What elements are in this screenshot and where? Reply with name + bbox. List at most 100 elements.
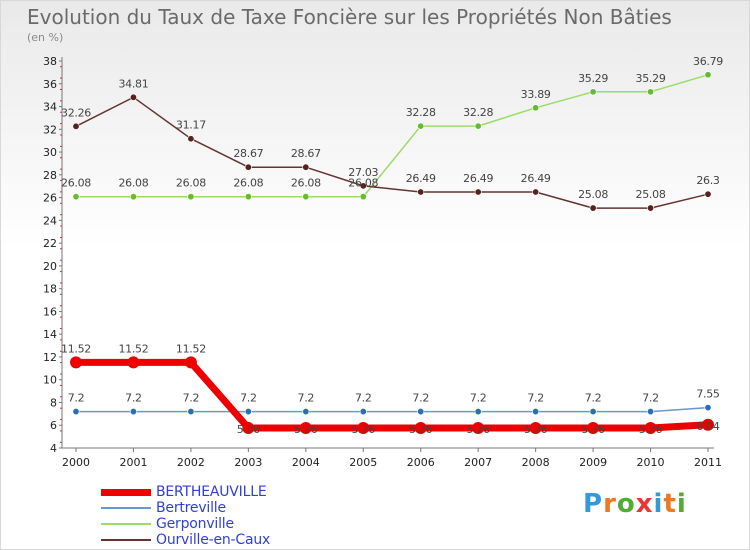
data-label-gerponville: 32.28: [463, 106, 493, 119]
data-label-ourville-en-caux: 34.81: [118, 77, 148, 90]
data-label-gerponville: 26.08: [176, 177, 206, 190]
y-tick-label: 4: [50, 442, 57, 455]
x-tick-label: 2006: [407, 456, 435, 469]
data-point-gerponville: [474, 122, 482, 130]
logo-letter: i: [653, 489, 664, 519]
logo-letter: r: [603, 489, 617, 519]
data-label-bertreville: 7.2: [585, 392, 602, 405]
data-label-bertreville: 7.2: [183, 392, 200, 405]
data-label-bertheauville: 11.52: [176, 342, 206, 355]
data-point-bertheauville: [357, 421, 370, 434]
data-point-bertheauville: [587, 421, 600, 434]
legend-swatch-bertreville: [101, 507, 151, 509]
data-point-ourville-en-caux: [244, 163, 252, 171]
y-tick-label: 18: [43, 283, 57, 296]
data-point-ourville-en-caux: [417, 188, 425, 196]
data-label-bertheauville: 5.76: [467, 423, 491, 436]
y-tick-label: 24: [43, 214, 57, 227]
data-label-bertreville: 7.2: [355, 392, 372, 405]
data-point-gerponville: [187, 193, 195, 201]
data-label-ourville-en-caux: 26.3: [696, 174, 720, 187]
logo-letter: i: [676, 489, 687, 519]
data-point-bertheauville: [472, 421, 485, 434]
data-label-bertreville: 7.2: [527, 392, 544, 405]
data-point-bertheauville: [414, 421, 427, 434]
legend-label-gerponville: Gerponville: [156, 516, 234, 532]
data-label-bertheauville: 5.76: [237, 423, 261, 436]
y-tick-label: 10: [43, 374, 57, 387]
data-label-bertheauville: 5.76: [639, 423, 663, 436]
data-label-gerponville: 32.28: [406, 106, 436, 119]
y-tick-label: 14: [43, 328, 57, 341]
data-point-bertreville: [244, 408, 252, 416]
data-point-ourville-en-caux: [474, 188, 482, 196]
data-point-bertreville: [474, 408, 482, 416]
data-label-ourville-en-caux: 25.08: [578, 188, 608, 201]
data-point-bertheauville: [529, 421, 542, 434]
data-point-bertreville: [589, 408, 597, 416]
data-point-bertheauville: [242, 421, 255, 434]
data-point-bertheauville: [184, 356, 197, 369]
data-point-bertheauville: [127, 356, 140, 369]
data-label-bertreville: 7.2: [240, 392, 257, 405]
data-point-gerponville: [72, 193, 80, 201]
data-label-bertheauville: 5.76: [409, 423, 433, 436]
y-tick-label: 20: [43, 260, 57, 273]
data-point-gerponville: [129, 193, 137, 201]
data-label-ourville-en-caux: 28.67: [291, 147, 321, 160]
y-tick-label: 6: [50, 419, 57, 432]
y-tick-label: 32: [43, 123, 57, 136]
y-tick-label: 26: [43, 192, 57, 205]
data-point-bertreville: [359, 408, 367, 416]
y-tick-label: 38: [43, 55, 57, 68]
x-tick-label: 2004: [292, 456, 320, 469]
y-tick-label: 22: [43, 237, 57, 250]
data-point-bertreville: [532, 408, 540, 416]
data-point-ourville-en-caux: [72, 122, 80, 130]
data-label-ourville-en-caux: 26.49: [521, 172, 551, 185]
data-label-bertreville: 7.2: [412, 392, 429, 405]
data-label-bertheauville: 5.76: [524, 423, 548, 436]
data-label-bertreville: 7.2: [298, 392, 315, 405]
data-point-bertreville: [647, 408, 655, 416]
data-label-gerponville: 26.08: [291, 177, 321, 190]
data-label-bertreville: 7.2: [470, 392, 487, 405]
legend-swatch-ourville-en-caux: [101, 539, 151, 541]
x-tick-label: 2010: [637, 456, 665, 469]
series-line-ourville-en-caux: [75, 96, 709, 209]
data-point-ourville-en-caux: [532, 188, 540, 196]
legend-label-bertreville: Bertreville: [156, 500, 226, 516]
data-point-ourville-en-caux: [187, 135, 195, 143]
x-tick-label: 2007: [464, 456, 492, 469]
data-point-gerponville: [589, 88, 597, 96]
y-tick-label: 28: [43, 169, 57, 182]
proxiti-logo: Proxiti: [583, 489, 687, 519]
logo-letter: o: [616, 489, 636, 519]
chart-title: Evolution du Taux de Taxe Foncière sur l…: [27, 5, 672, 29]
data-point-gerponville: [244, 193, 252, 201]
data-label-bertreville: 7.2: [68, 392, 85, 405]
data-point-ourville-en-caux: [647, 204, 655, 212]
data-label-ourville-en-caux: 25.08: [636, 188, 666, 201]
logo-letter: x: [635, 489, 654, 519]
x-tick-label: 2002: [177, 456, 205, 469]
data-point-gerponville: [417, 122, 425, 130]
data-label-gerponville: 26.08: [61, 177, 91, 190]
data-point-gerponville: [302, 193, 310, 201]
logo-letter: t: [663, 489, 677, 519]
data-point-bertreville: [417, 408, 425, 416]
data-label-gerponville: 35.29: [578, 72, 608, 85]
data-label-bertheauville: 11.52: [118, 342, 148, 355]
data-label-bertheauville: 6.04: [696, 420, 720, 433]
data-point-bertreville: [187, 408, 195, 416]
data-point-ourville-en-caux: [302, 163, 310, 171]
data-point-bertheauville: [702, 418, 714, 431]
data-label-ourville-en-caux: 31.17: [176, 119, 206, 132]
data-label-bertheauville: 11.52: [61, 342, 91, 355]
data-label-bertheauville: 5.76: [581, 423, 605, 436]
data-label-gerponville: 26.08: [118, 177, 148, 190]
x-tick-label: 2001: [119, 456, 147, 469]
y-tick-label: 8: [50, 396, 57, 409]
data-point-gerponville: [704, 71, 712, 79]
